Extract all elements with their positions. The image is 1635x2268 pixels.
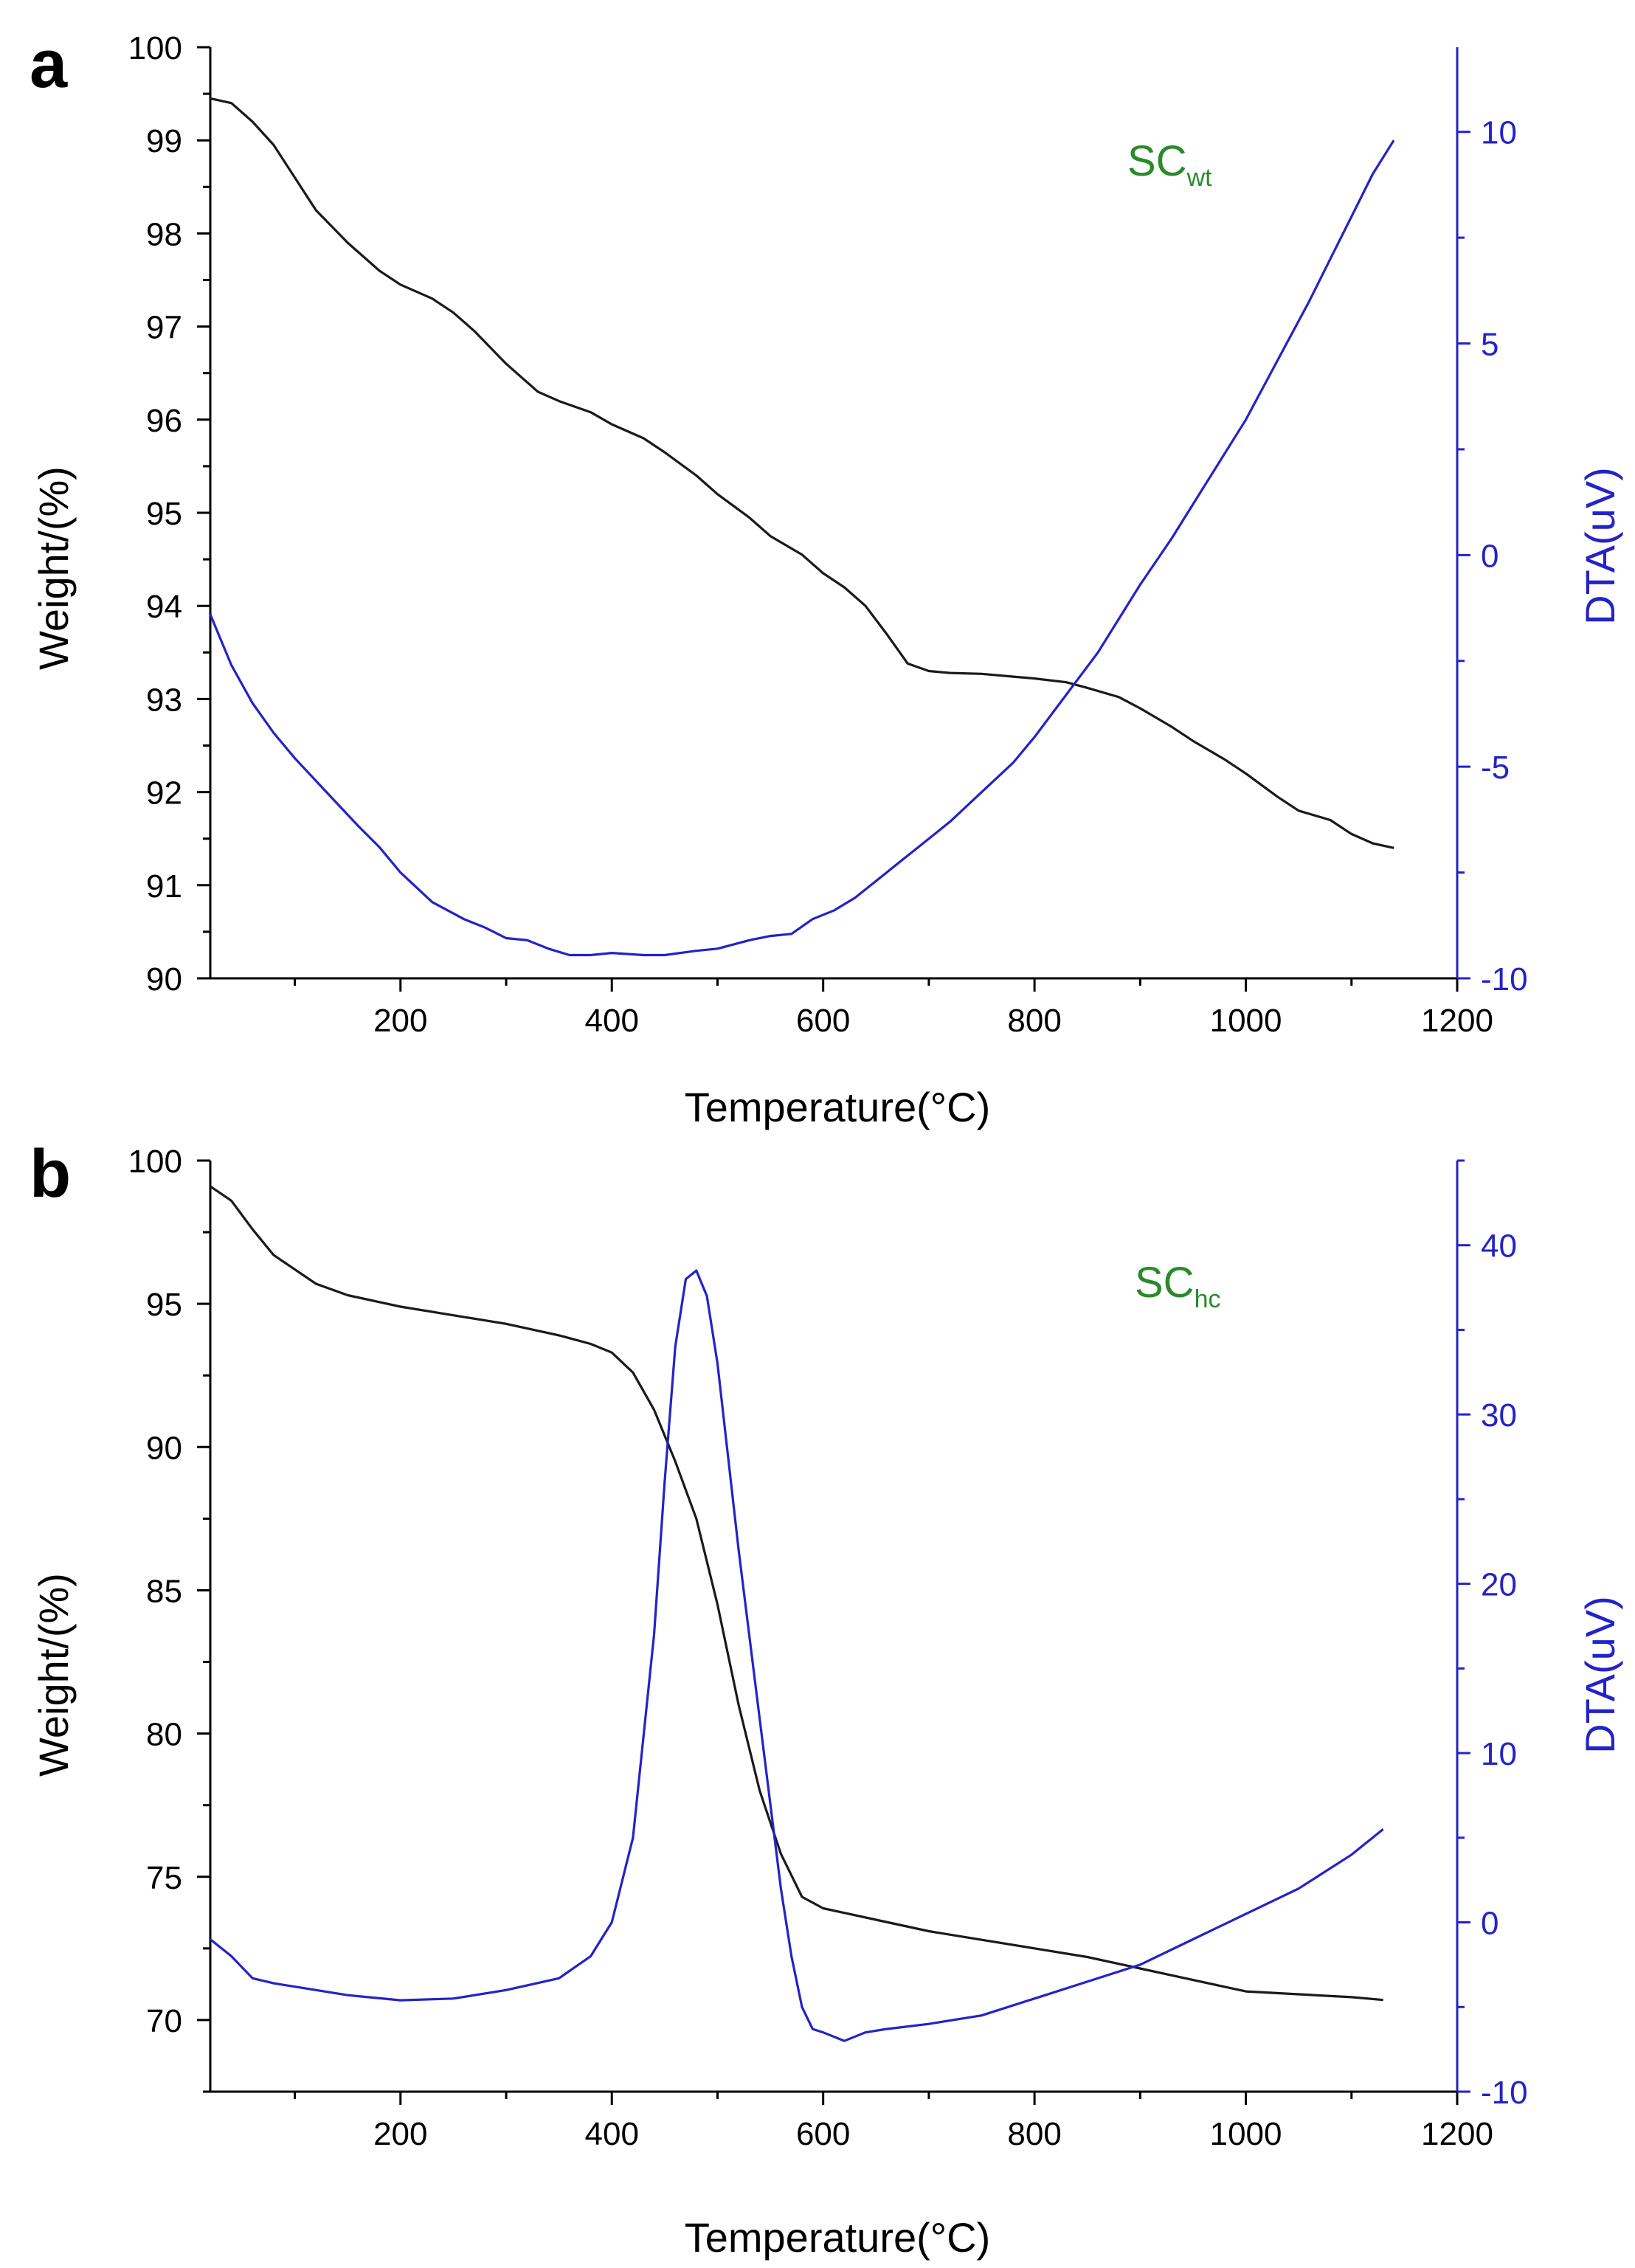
panel-a-y-left-tick-label: 91 <box>146 868 182 905</box>
panel-a-annotation-main: SC <box>1127 137 1187 185</box>
panel-b-y-right-tick-label: 10 <box>1481 1736 1517 1772</box>
panel-a-y-right-tick-label: -10 <box>1481 961 1528 998</box>
panel-a-x-tick-label: 600 <box>796 1003 850 1039</box>
panel-a-annotation: SCwt <box>1127 137 1212 192</box>
panel-b-dta-line <box>209 1269 1384 2042</box>
panel-a-letter: a <box>30 27 68 102</box>
panel-a-x-tick-label: 200 <box>373 1003 427 1039</box>
panel-a-annotation-sub: wt <box>1186 164 1213 192</box>
panel-b-y-right-tick-label: 0 <box>1481 1906 1499 1942</box>
panel-b-y-left-tick-label: 75 <box>146 1860 182 1896</box>
panel-b-letter: b <box>30 1136 71 1211</box>
panel-a-y-right-tick-label: 0 <box>1481 538 1499 574</box>
panel-b-x-tick-label: 400 <box>585 2116 639 2152</box>
panel-b-y-left-tick-label: 70 <box>146 2003 182 2039</box>
panel-a: a 200 400 600 800 1000 1200909192939495969798… <box>30 27 1623 1130</box>
panel-b-annotation-main: SC <box>1135 1259 1195 1307</box>
panel-b-axes: 200 400 600 800 1000 1200 70 75 80 85 90 95 100 -10 0 1… <box>128 1144 1528 2152</box>
panel-b-y-left-tick-label: 100 <box>128 1144 182 1180</box>
panel-a-y-right-tick-label: -5 <box>1481 750 1510 786</box>
panel-a-x-title: Temperature(°C) <box>685 1084 991 1130</box>
panel-a-y-right-tick-label: 10 <box>1481 115 1517 151</box>
panel-a-series <box>209 97 1395 957</box>
panel-a-y-left-tick-label: 97 <box>146 310 182 346</box>
panel-a-x-tick-label: 1000 <box>1210 1003 1282 1039</box>
panel-b-y-right-tick-label: 30 <box>1481 1397 1517 1434</box>
panel-b-y-left-tick-label: 95 <box>146 1287 182 1323</box>
panel-b-x-tick-label: 800 <box>1007 2116 1061 2152</box>
panel-b-y-left-title: Weight/(%) <box>30 1573 77 1777</box>
panel-a-y-left-tick-label: 99 <box>146 123 182 159</box>
panel-a-y-left-title: Weight/(%) <box>30 466 77 670</box>
panel-b-y-right-tick-label: -10 <box>1481 2075 1528 2111</box>
panel-b-x-tick-label: 1000 <box>1210 2116 1282 2152</box>
panel-b: b 200 400 600 800 1000 1200707580859095100-10… <box>30 1136 1623 2261</box>
panel-a-dta-line <box>209 139 1395 957</box>
panel-a-axes: 200 400 600 800 1000 120090919293949596979899… <box>128 30 1528 1039</box>
panel-b-y-left-tick-label: 90 <box>146 1430 182 1466</box>
panel-a-x-tick-label: 400 <box>585 1003 639 1039</box>
panel-b-y-right-tick-label: 40 <box>1481 1228 1517 1265</box>
panel-b-y-right-title: DTA(uV) <box>1577 1596 1623 1754</box>
panel-b-x-title: Temperature(°C) <box>685 2214 991 2261</box>
panel-a-y-left-tick-label: 90 <box>146 961 182 998</box>
panel-b-annotation-sub: hc <box>1195 1285 1221 1313</box>
panel-a-y-left-tick-label: 95 <box>146 496 182 532</box>
panel-a-y-left-tick-label: 96 <box>146 403 182 439</box>
panel-b-y-right-tick-label: 20 <box>1481 1567 1517 1603</box>
panel-a-x-tick-label: 1200 <box>1421 1003 1493 1039</box>
panel-b-x-tick-label: 1200 <box>1421 2116 1493 2152</box>
panel-a-x-tick-label: 800 <box>1007 1003 1061 1039</box>
panel-a-y-left-tick-label: 100 <box>128 30 182 66</box>
panel-a-y-left-tick-label: 94 <box>146 589 182 625</box>
panel-b-y-left-tick-label: 80 <box>146 1717 182 1753</box>
panel-b-x-tick-label: 200 <box>373 2116 427 2152</box>
panel-b-y-left-tick-label: 85 <box>146 1573 182 1609</box>
panel-b-weight-line <box>210 1185 1383 2002</box>
panel-a-y-left-tick-label: 98 <box>146 216 182 252</box>
panel-a-y-left-tick-label: 92 <box>146 775 182 812</box>
panel-a-y-right-tick-label: 5 <box>1481 327 1499 363</box>
panel-b-x-tick-label: 600 <box>796 2116 850 2152</box>
panel-b-series <box>209 1185 1384 2042</box>
panel-a-y-right-title: DTA(uV) <box>1577 467 1623 625</box>
panel-a-weight-line <box>210 97 1394 849</box>
panel-a-y-left-tick-label: 93 <box>146 682 182 718</box>
panel-b-annotation: SChc <box>1135 1259 1221 1313</box>
